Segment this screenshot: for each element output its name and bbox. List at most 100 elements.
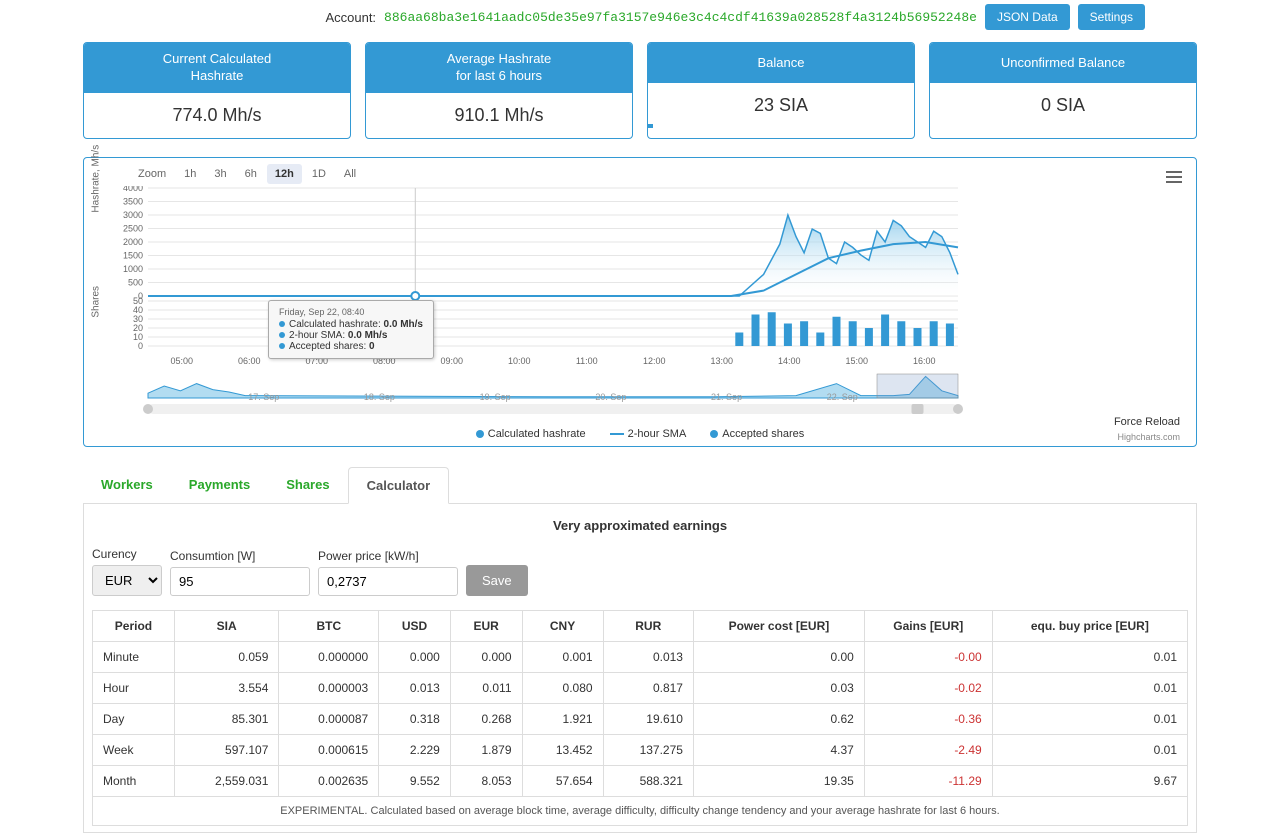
svg-text:500: 500 <box>128 277 143 287</box>
chart-menu-icon[interactable] <box>1166 168 1182 186</box>
stat-card-2: Balance 23 SIA <box>647 42 915 139</box>
table-cell: 0.000000 <box>279 641 379 672</box>
table-cell: 0.080 <box>522 672 603 703</box>
table-cell: 0.01 <box>992 734 1187 765</box>
table-cell: 0.013 <box>379 672 451 703</box>
svg-text:50: 50 <box>133 296 143 306</box>
table-cell: 137.275 <box>603 734 693 765</box>
svg-text:20. Sep: 20. Sep <box>595 392 626 402</box>
table-row: Week597.1070.0006152.2291.87913.452137.2… <box>93 734 1188 765</box>
stat-card-3: Unconfirmed Balance 0 SIA <box>929 42 1197 139</box>
svg-text:3000: 3000 <box>123 210 143 220</box>
save-button[interactable]: Save <box>466 565 528 596</box>
table-cell: 57.654 <box>522 765 603 796</box>
stat-title: Current CalculatedHashrate <box>84 43 350 93</box>
earnings-table: PeriodSIABTCUSDEURCNYRURPower cost [EUR]… <box>92 610 1188 797</box>
table-row: Minute0.0590.0000000.0000.0000.0010.0130… <box>93 641 1188 672</box>
svg-text:22. Sep: 22. Sep <box>827 392 858 402</box>
calculator-footnote: EXPERIMENTAL. Calculated based on averag… <box>92 797 1188 826</box>
consumption-input[interactable] <box>170 567 310 596</box>
zoom-1h[interactable]: 1h <box>176 164 204 184</box>
chart-navigator[interactable]: 17. Sep18. Sep19. Sep20. Sep21. Sep22. S… <box>98 370 1182 420</box>
table-header: Period <box>93 610 175 641</box>
svg-text:40: 40 <box>133 305 143 315</box>
stat-value: 910.1 Mh/s <box>366 93 632 138</box>
zoom-All[interactable]: All <box>336 164 364 184</box>
zoom-3h[interactable]: 3h <box>206 164 234 184</box>
table-cell: -11.29 <box>864 765 992 796</box>
svg-text:14:00: 14:00 <box>778 356 801 366</box>
tab-shares[interactable]: Shares <box>268 467 347 503</box>
table-cell: 597.107 <box>174 734 278 765</box>
table-header: USD <box>379 610 451 641</box>
table-cell: 1.921 <box>522 703 603 734</box>
table-row: Month2,559.0310.0026359.5528.05357.65458… <box>93 765 1188 796</box>
account-hash: 886aa68ba3e1641aadc05de35e97fa3157e946e3… <box>384 10 977 25</box>
hashrate-chart[interactable]: Hashrate, Mh/s Shares 050010001500200025… <box>98 186 1182 366</box>
legend-item[interactable]: Calculated hashrate <box>476 428 586 440</box>
svg-text:09:00: 09:00 <box>440 356 463 366</box>
chart-svg: 0500100015002000250030003500400001020304… <box>98 186 968 366</box>
table-header: CNY <box>522 610 603 641</box>
zoom-12h[interactable]: 12h <box>267 164 302 184</box>
tab-workers[interactable]: Workers <box>83 467 171 503</box>
tab-calculator[interactable]: Calculator <box>348 467 450 504</box>
table-header: SIA <box>174 610 278 641</box>
table-cell: 0.000003 <box>279 672 379 703</box>
legend-item[interactable]: 2-hour SMA <box>610 428 687 440</box>
stat-title: Balance <box>648 43 914 83</box>
yaxis-hashrate-label: Hashrate, Mh/s <box>91 145 102 213</box>
svg-text:10:00: 10:00 <box>508 356 531 366</box>
zoom-6h[interactable]: 6h <box>237 164 265 184</box>
tab-payments[interactable]: Payments <box>171 467 268 503</box>
table-cell: 0.817 <box>603 672 693 703</box>
settings-button[interactable]: Settings <box>1078 4 1145 30</box>
svg-text:2500: 2500 <box>123 223 143 233</box>
force-reload-link[interactable]: Force Reload <box>1114 416 1180 428</box>
stat-value: 774.0 Mh/s <box>84 93 350 138</box>
svg-text:10: 10 <box>133 332 143 342</box>
svg-text:18. Sep: 18. Sep <box>364 392 395 402</box>
power-price-input[interactable] <box>318 567 458 596</box>
table-header: equ. buy price [EUR] <box>992 610 1187 641</box>
table-cell: 0.000 <box>450 641 522 672</box>
table-header: Power cost [EUR] <box>693 610 864 641</box>
zoom-1D[interactable]: 1D <box>304 164 334 184</box>
stats-row: Current CalculatedHashrate 774.0 Mh/s Av… <box>75 42 1205 139</box>
table-header: BTC <box>279 610 379 641</box>
table-cell: 0.00 <box>693 641 864 672</box>
svg-text:15:00: 15:00 <box>845 356 868 366</box>
svg-text:11:00: 11:00 <box>576 356 598 366</box>
currency-select[interactable]: EUR <box>92 565 162 596</box>
table-cell: -0.02 <box>864 672 992 703</box>
table-cell: 0.62 <box>693 703 864 734</box>
svg-text:3500: 3500 <box>123 196 143 206</box>
table-cell: 0.001 <box>522 641 603 672</box>
table-cell: 0.01 <box>992 641 1187 672</box>
table-cell: 0.002635 <box>279 765 379 796</box>
json-data-button[interactable]: JSON Data <box>985 4 1070 30</box>
table-cell: 1.879 <box>450 734 522 765</box>
svg-text:17. Sep: 17. Sep <box>248 392 279 402</box>
table-cell: 85.301 <box>174 703 278 734</box>
calculator-panel: Very approximated earnings Curency EUR C… <box>83 504 1197 833</box>
yaxis-shares-label: Shares <box>91 286 102 318</box>
table-cell: 0.011 <box>450 672 522 703</box>
table-header: RUR <box>603 610 693 641</box>
chart-legend: Calculated hashrate 2-hour SMA Accepted sh… <box>98 420 1182 442</box>
table-cell: 2,559.031 <box>174 765 278 796</box>
calculator-controls: Curency EUR Consumtion [W] Power price [… <box>92 547 1188 596</box>
chart-panel: Zoom 1h3h6h12h1DAll Hashrate, Mh/s Share… <box>83 157 1197 447</box>
stat-title: Unconfirmed Balance <box>930 43 1196 83</box>
table-cell: 13.452 <box>522 734 603 765</box>
stat-value: 0 SIA <box>930 83 1196 128</box>
table-cell: 2.229 <box>379 734 451 765</box>
svg-text:21. Sep: 21. Sep <box>711 392 742 402</box>
table-row: Hour3.5540.0000030.0130.0110.0800.8170.0… <box>93 672 1188 703</box>
account-row: Account: 886aa68ba3e1641aadc05de35e97fa3… <box>75 4 1205 30</box>
legend-item[interactable]: Accepted shares <box>710 428 804 440</box>
stat-title: Average Hashratefor last 6 hours <box>366 43 632 93</box>
table-cell: -2.49 <box>864 734 992 765</box>
tooltip-title: Friday, Sep 22, 08:40 <box>279 307 423 317</box>
table-header: Gains [EUR] <box>864 610 992 641</box>
